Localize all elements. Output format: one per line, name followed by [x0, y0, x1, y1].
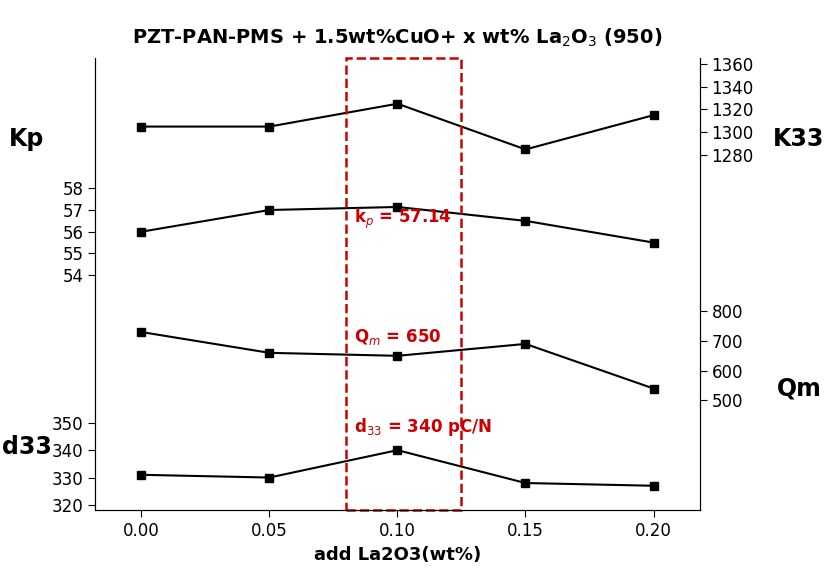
Text: K33: K33 — [772, 127, 824, 151]
Text: Q$_m$ = 650: Q$_m$ = 650 — [353, 327, 441, 347]
Bar — [346, 58, 461, 510]
Text: Qm: Qm — [776, 376, 820, 401]
Text: d33: d33 — [2, 434, 51, 459]
Text: k$_p$ = 57.14: k$_p$ = 57.14 — [353, 206, 451, 231]
Text: Kp: Kp — [9, 127, 44, 151]
X-axis label: add La2O3(wt%): add La2O3(wt%) — [313, 546, 480, 564]
Title: PZT-PAN-PMS + 1.5wt%CuO+ x wt% La$_2$O$_3$ (950): PZT-PAN-PMS + 1.5wt%CuO+ x wt% La$_2$O$_… — [132, 27, 662, 49]
Text: d$_{33}$ = 340 pC/N: d$_{33}$ = 340 pC/N — [353, 416, 491, 438]
